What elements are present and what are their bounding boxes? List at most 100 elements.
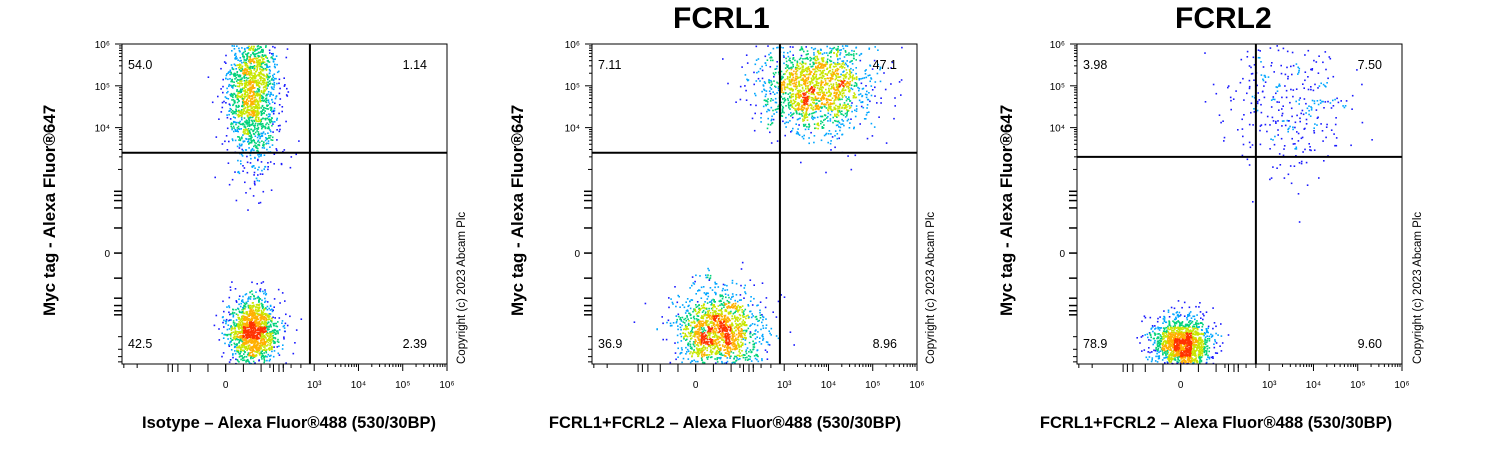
event-dot — [240, 348, 242, 351]
event-dot — [861, 88, 864, 90]
event-dot — [235, 130, 237, 132]
event-dot — [255, 316, 257, 319]
event-dot — [246, 91, 249, 93]
event-dot — [264, 54, 266, 57]
event-dot — [248, 114, 251, 116]
event-dot — [812, 89, 815, 92]
event-dot — [798, 58, 801, 61]
event-dot — [213, 324, 216, 327]
event-dot — [860, 101, 862, 104]
event-dot — [264, 301, 266, 303]
event-dot — [242, 341, 245, 344]
event-dot — [258, 86, 261, 89]
event-dot — [803, 81, 806, 83]
event-dot — [817, 84, 819, 87]
event-dot — [802, 66, 804, 69]
event-dot — [706, 349, 708, 352]
event-dot — [826, 77, 829, 79]
event-dot — [252, 312, 254, 315]
event-dot — [242, 134, 244, 136]
event-dot — [248, 143, 250, 145]
event-dot — [235, 77, 238, 79]
event-dot — [274, 333, 277, 335]
event-dot — [250, 89, 253, 91]
event-dot — [244, 181, 246, 184]
event-dot — [818, 61, 821, 64]
event-dot — [241, 98, 244, 100]
event-dot — [813, 73, 815, 75]
event-dot — [239, 82, 241, 85]
event-dot — [745, 89, 747, 92]
event-dot — [883, 72, 885, 74]
event-dot — [796, 90, 799, 92]
event-dot — [226, 127, 229, 130]
event-dot — [233, 102, 236, 104]
event-dot — [241, 84, 243, 86]
event-dot — [235, 330, 237, 333]
event-dot — [848, 96, 850, 98]
event-dot — [230, 329, 233, 331]
event-dot — [242, 331, 245, 334]
event-dot — [264, 331, 266, 333]
event-dot — [880, 97, 882, 99]
event-dot — [252, 122, 254, 125]
event-dot — [677, 328, 679, 331]
event-dot — [276, 129, 278, 131]
event-dot — [807, 107, 809, 109]
event-dot — [283, 85, 286, 87]
event-dot — [284, 84, 286, 86]
event-dot — [242, 111, 244, 113]
event-dot — [263, 106, 265, 109]
event-dot — [237, 308, 240, 310]
event-dot — [259, 100, 262, 103]
event-dot — [260, 309, 263, 312]
event-dot — [821, 90, 823, 92]
event-dot — [246, 138, 248, 140]
event-dot — [272, 334, 274, 337]
event-dot — [821, 58, 824, 61]
event-dot — [866, 137, 869, 140]
event-dot — [257, 154, 259, 156]
event-dot — [260, 111, 263, 113]
event-dot — [246, 354, 249, 356]
event-dot — [814, 71, 816, 74]
event-dot — [230, 108, 233, 111]
event-dot — [776, 65, 778, 68]
event-dot — [284, 322, 287, 325]
event-dot — [251, 58, 253, 61]
event-dot — [235, 68, 237, 70]
event-dot — [238, 172, 241, 175]
event-dot — [270, 130, 272, 133]
event-dot — [257, 174, 259, 176]
event-dot — [234, 139, 237, 142]
event-dot — [242, 336, 244, 339]
event-dot — [783, 97, 786, 99]
event-dot — [231, 311, 234, 314]
event-dot — [262, 144, 264, 147]
event-dot — [839, 98, 841, 101]
event-dot — [709, 318, 711, 320]
event-dot — [258, 202, 260, 204]
event-dot — [711, 302, 713, 305]
event-dot — [810, 107, 812, 109]
event-dot — [234, 53, 237, 55]
event-dot — [253, 91, 255, 94]
event-dot — [731, 330, 733, 332]
event-dot — [267, 123, 270, 126]
event-dot — [844, 51, 847, 53]
x-tick-label: 10⁵ — [395, 380, 410, 391]
event-dot — [242, 344, 245, 347]
event-dot — [281, 110, 283, 113]
event-dot — [830, 72, 832, 75]
event-dot — [256, 81, 259, 84]
event-dot — [668, 306, 670, 309]
event-dot — [262, 281, 265, 283]
event-dot — [868, 48, 870, 50]
event-dot — [789, 76, 791, 78]
event-dot — [243, 103, 245, 106]
event-dot — [261, 320, 264, 323]
event-dot — [244, 68, 246, 70]
event-dot — [808, 95, 811, 98]
quadrant-upper-left-value: 54.0 — [128, 58, 152, 72]
event-dot — [268, 61, 271, 63]
